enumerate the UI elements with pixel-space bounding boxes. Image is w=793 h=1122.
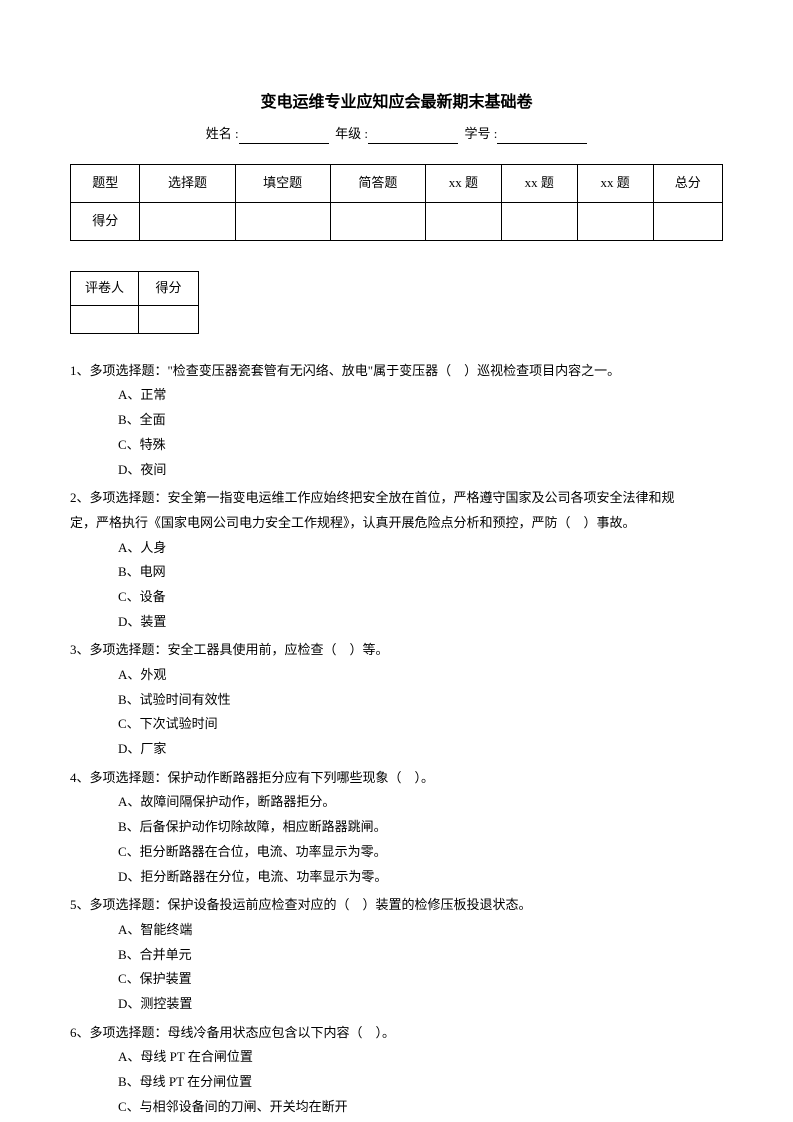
question-text: 4、多项选择题：保护动作断路器拒分应有下列哪些现象（ ）。: [70, 766, 723, 791]
table-row: 题型 选择题 填空题 简答题 xx 题 xx 题 xx 题 总分: [71, 165, 723, 203]
question-option: A、外观: [70, 663, 723, 688]
name-blank: [239, 130, 329, 144]
question-option: C、特殊: [70, 433, 723, 458]
question-option: C、下次试验时间: [70, 712, 723, 737]
question-text: 5、多项选择题：保护设备投运前应检查对应的（ ）装置的检修压板投退状态。: [70, 893, 723, 918]
score-cell: [501, 203, 577, 241]
question-option: C、设备: [70, 585, 723, 610]
exam-title: 变电运维专业应知应会最新期末基础卷: [70, 90, 723, 116]
grader-label: 评卷人: [71, 271, 139, 305]
grader-score-cell: [139, 305, 199, 333]
question-option: C、保护装置: [70, 967, 723, 992]
question-option: B、母线 PT 在分闸位置: [70, 1070, 723, 1095]
question: 4、多项选择题：保护动作断路器拒分应有下列哪些现象（ ）。A、故障间隔保护动作，…: [70, 766, 723, 889]
header-cell: 题型: [71, 165, 140, 203]
header-cell: xx 题: [577, 165, 653, 203]
question-option: D、测控装置: [70, 992, 723, 1017]
score-cell: [425, 203, 501, 241]
header-cell: xx 题: [425, 165, 501, 203]
question: 5、多项选择题：保护设备投运前应检查对应的（ ）装置的检修压板投退状态。A、智能…: [70, 893, 723, 1016]
question-option: B、后备保护动作切除故障，相应断路器跳闸。: [70, 815, 723, 840]
table-row: 评卷人 得分: [71, 271, 199, 305]
question-option: A、智能终端: [70, 918, 723, 943]
grader-score-label: 得分: [139, 271, 199, 305]
header-cell: 选择题: [140, 165, 235, 203]
question-option: C、拒分断路器在合位，电流、功率显示为零。: [70, 840, 723, 865]
header-cell: 简答题: [330, 165, 425, 203]
question-text: 6、多项选择题：母线冷备用状态应包含以下内容（ ）。: [70, 1021, 723, 1046]
header-cell: 填空题: [235, 165, 330, 203]
question-option: D、厂家: [70, 737, 723, 762]
questions-container: 1、多项选择题："检查变压器瓷套管有无闪络、放电"属于变压器（ ）巡视检查项目内…: [70, 359, 723, 1120]
score-cell: [330, 203, 425, 241]
grade-label: 年级 :: [335, 124, 368, 145]
grade-blank: [368, 130, 458, 144]
grader-table: 评卷人 得分: [70, 271, 199, 334]
name-label: 姓名 :: [206, 124, 239, 145]
question-option: B、电网: [70, 560, 723, 585]
question-option: B、合并单元: [70, 943, 723, 968]
question-option: A、母线 PT 在合闸位置: [70, 1045, 723, 1070]
score-cell: [577, 203, 653, 241]
question-option: D、装置: [70, 610, 723, 635]
question-text: 1、多项选择题："检查变压器瓷套管有无闪络、放电"属于变压器（ ）巡视检查项目内…: [70, 359, 723, 384]
question-text: 3、多项选择题：安全工器具使用前，应检查（ ）等。: [70, 638, 723, 663]
score-cell: [653, 203, 722, 241]
table-row: 得分: [71, 203, 723, 241]
question-option: B、全面: [70, 408, 723, 433]
question: 2、多项选择题：安全第一指变电运维工作应始终把安全放在首位，严格遵守国家及公司各…: [70, 486, 723, 634]
question-text: 2、多项选择题：安全第一指变电运维工作应始终把安全放在首位，严格遵守国家及公司各…: [70, 486, 723, 511]
question-option: D、夜间: [70, 458, 723, 483]
score-table: 题型 选择题 填空题 简答题 xx 题 xx 题 xx 题 总分 得分: [70, 164, 723, 241]
grader-cell: [71, 305, 139, 333]
score-cell: [235, 203, 330, 241]
id-blank: [497, 130, 587, 144]
table-row: [71, 305, 199, 333]
question-option: A、故障间隔保护动作，断路器拒分。: [70, 790, 723, 815]
question-option: A、正常: [70, 383, 723, 408]
header-cell: xx 题: [501, 165, 577, 203]
header-cell: 总分: [653, 165, 722, 203]
question-option: B、试验时间有效性: [70, 688, 723, 713]
question-option: D、拒分断路器在分位，电流、功率显示为零。: [70, 865, 723, 890]
question: 6、多项选择题：母线冷备用状态应包含以下内容（ ）。A、母线 PT 在合闸位置B…: [70, 1021, 723, 1120]
question-continuation: 定，严格执行《国家电网公司电力安全工作规程》，认真开展危险点分析和预控，严防（ …: [70, 511, 723, 536]
question-option: C、与相邻设备间的刀闸、开关均在断开: [70, 1095, 723, 1120]
question-option: A、人身: [70, 536, 723, 561]
id-label: 学号 :: [464, 124, 497, 145]
student-info-row: 姓名 : 年级 : 学号 :: [70, 124, 723, 145]
question: 1、多项选择题："检查变压器瓷套管有无闪络、放电"属于变压器（ ）巡视检查项目内…: [70, 359, 723, 482]
score-cell: [140, 203, 235, 241]
question: 3、多项选择题：安全工器具使用前，应检查（ ）等。A、外观B、试验时间有效性C、…: [70, 638, 723, 761]
score-row-label: 得分: [71, 203, 140, 241]
